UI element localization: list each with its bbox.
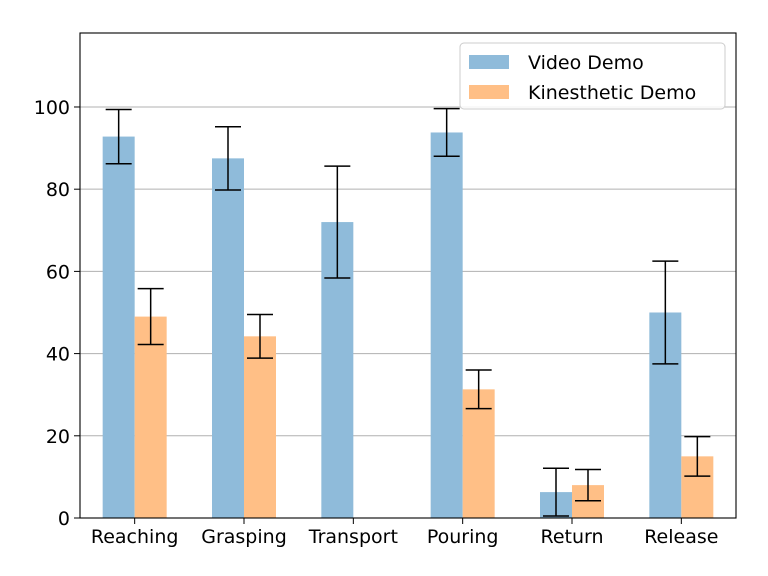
error-bar-kinesthetic-demo-pouring xyxy=(465,369,492,410)
error-bar-video-demo-transport xyxy=(324,165,351,279)
error-bars xyxy=(105,107,711,517)
x-tick-label-pouring: Pouring xyxy=(427,526,499,548)
y-tick-label-20: 20 xyxy=(46,426,70,448)
y-tick-label-40: 40 xyxy=(46,344,70,366)
x-axis: Reaching Grasping Transport Pouring Return Re… xyxy=(91,518,718,548)
bar-kinesthetic-demo-pouring xyxy=(462,389,495,518)
error-bar-kinesthetic-demo-reaching xyxy=(137,287,164,346)
y-tick-label-60: 60 xyxy=(46,261,70,283)
x-tick-label-return: Return xyxy=(540,526,603,548)
error-bar-video-demo-reaching xyxy=(105,108,132,165)
y-tick-label-100: 100 xyxy=(34,97,70,119)
bars xyxy=(102,132,714,518)
error-bar-video-demo-pouring xyxy=(433,107,460,158)
legend-swatch-video-demo xyxy=(469,55,509,69)
x-tick-label-release: Release xyxy=(644,526,718,548)
error-bar-video-demo-return xyxy=(543,467,569,517)
y-tick-label-0: 0 xyxy=(58,508,70,530)
legend-label-kinesthetic-demo: Kinesthetic Demo xyxy=(528,82,696,104)
error-bar-kinesthetic-demo-release xyxy=(684,435,711,477)
x-tick-label-grasping: Grasping xyxy=(201,526,287,548)
error-bar-video-demo-grasping xyxy=(215,125,241,191)
error-bar-kinesthetic-demo-grasping xyxy=(247,313,273,359)
bar-kinesthetic-demo-reaching xyxy=(134,316,167,518)
x-tick-label-transport: Transport xyxy=(308,526,398,548)
error-bar-kinesthetic-demo-return xyxy=(575,468,601,502)
legend-box xyxy=(459,42,726,110)
y-axis: 0 20 40 60 80 100 xyxy=(34,97,80,530)
bar-kinesthetic-demo-grasping xyxy=(244,336,276,518)
plot-frame xyxy=(79,32,737,519)
legend: Video Demo Kinesthetic Demo xyxy=(459,42,726,110)
x-tick-label-reaching: Reaching xyxy=(91,526,179,548)
bar-video-demo-pouring xyxy=(430,132,463,518)
error-bar-video-demo-release xyxy=(652,260,679,365)
grid-lines xyxy=(80,106,736,437)
y-tick-label-80: 80 xyxy=(46,179,70,201)
legend-label-video-demo: Video Demo xyxy=(528,52,644,74)
legend-swatch-kinesthetic-demo xyxy=(469,85,509,99)
bar-video-demo-reaching xyxy=(102,136,135,518)
bar-video-demo-grasping xyxy=(212,158,244,518)
